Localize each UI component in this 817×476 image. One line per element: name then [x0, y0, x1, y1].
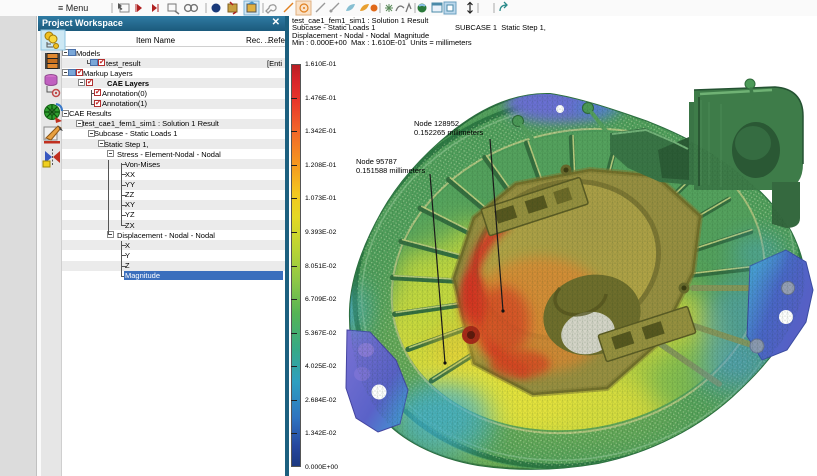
svg-text:Node 95787: Node 95787	[356, 157, 397, 166]
svg-text:Node 128952: Node 128952	[414, 119, 459, 128]
svg-text:0.151588 millimeters: 0.151588 millimeters	[356, 166, 425, 175]
svg-text:0.152265 millimeters: 0.152265 millimeters	[414, 128, 483, 137]
